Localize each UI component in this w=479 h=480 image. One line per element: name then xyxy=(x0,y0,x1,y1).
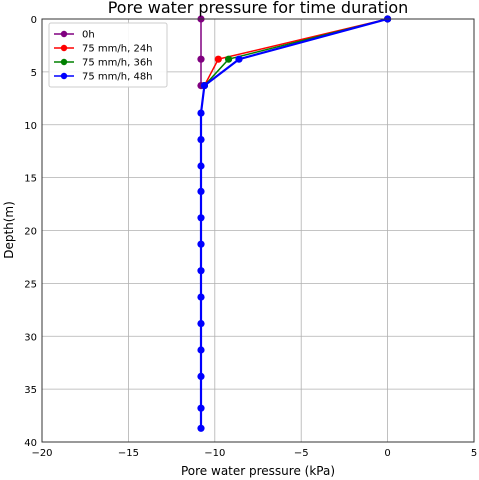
x-tick-label: −15 xyxy=(118,448,139,459)
series-layer xyxy=(197,15,392,432)
legend-marker xyxy=(60,58,68,66)
data-point xyxy=(197,320,205,328)
y-tick-label: 30 xyxy=(24,332,37,343)
data-point xyxy=(197,293,205,301)
chart-title: Pore water pressure for time duration xyxy=(108,0,409,17)
x-tick-label: 0 xyxy=(384,448,390,459)
data-point xyxy=(197,240,205,248)
y-tick-label: 10 xyxy=(24,121,37,132)
x-tick-label: −5 xyxy=(294,448,309,459)
data-point xyxy=(214,55,222,63)
legend-box xyxy=(48,22,168,88)
data-point xyxy=(200,82,208,90)
data-point xyxy=(197,187,205,195)
data-point xyxy=(235,55,243,63)
data-point xyxy=(225,55,233,63)
y-tick-label: 5 xyxy=(31,68,37,79)
x-axis-label: Pore water pressure (kPa) xyxy=(181,464,335,478)
y-tick-label: 40 xyxy=(24,438,37,449)
x-tick-label: −10 xyxy=(204,448,225,459)
legend-marker xyxy=(60,44,68,52)
data-point xyxy=(197,424,205,432)
data-point xyxy=(197,404,205,412)
y-axis-label: Depth(m) xyxy=(2,201,16,259)
x-tick-label: 5 xyxy=(471,448,477,459)
data-point xyxy=(197,55,205,63)
legend-label: 0h xyxy=(82,30,95,41)
y-tick-label: 0 xyxy=(31,15,37,26)
legend-label: 75 mm/h, 36h xyxy=(82,58,153,69)
data-point xyxy=(197,136,205,144)
x-tick-label: −20 xyxy=(31,448,52,459)
legend-marker xyxy=(60,30,68,38)
tick-labels: −20 −15 −10 −5 0 5 0 5 10 15 20 25 30 35 40 xyxy=(24,15,477,459)
data-point xyxy=(197,109,205,117)
plot-frame xyxy=(41,18,475,443)
legend-label: 75 mm/h, 24h xyxy=(82,44,153,55)
data-point xyxy=(197,346,205,354)
data-point xyxy=(197,372,205,380)
y-tick-label: 20 xyxy=(24,227,37,238)
y-tick-label: 25 xyxy=(24,279,37,290)
data-point xyxy=(197,214,205,222)
y-tick-label: 35 xyxy=(24,385,37,396)
y-tick-label: 15 xyxy=(24,174,37,185)
data-point xyxy=(197,267,205,275)
legend: 0h 75 mm/h, 24h 75 mm/h, 36h 75 mm/h, 48h xyxy=(48,22,168,88)
data-point xyxy=(197,162,205,170)
series-3 xyxy=(197,15,392,432)
legend-marker xyxy=(60,72,68,80)
legend-label: 75 mm/h, 48h xyxy=(82,72,153,83)
series-line xyxy=(199,17,388,429)
